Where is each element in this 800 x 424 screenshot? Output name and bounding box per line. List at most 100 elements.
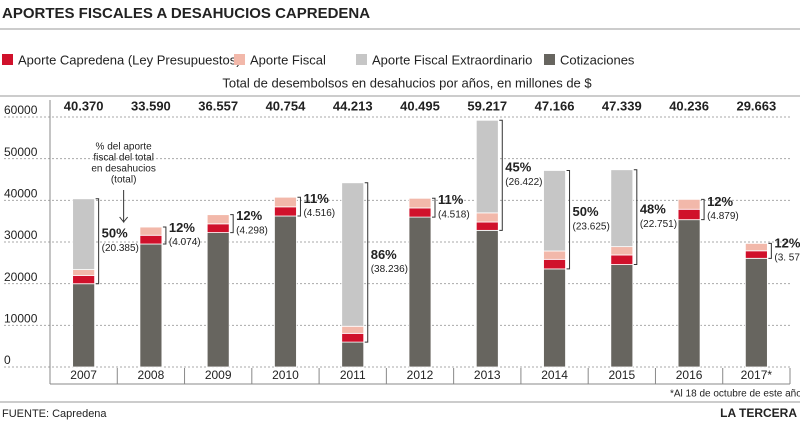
share-label: 45% (505, 160, 531, 175)
bracket (701, 198, 705, 221)
bar-segment (543, 170, 566, 252)
share-label: 12% (707, 194, 733, 209)
total-label: 47.339 (602, 98, 642, 113)
bar-segment (543, 258, 566, 270)
total-label: 36.557 (198, 98, 238, 113)
bar-segment (744, 243, 768, 252)
share-label: 48% (640, 202, 666, 217)
x-tick-label: 2016 (676, 368, 703, 382)
bracket (633, 169, 638, 266)
bracket (566, 169, 571, 270)
bar-segment (610, 264, 634, 368)
amount-label: (4.298) (236, 225, 268, 236)
share-label: 50% (102, 226, 128, 241)
y-tick-label: 0 (4, 353, 11, 367)
bracket (162, 226, 167, 245)
note-line: (total) (111, 175, 137, 186)
bar-segment (341, 332, 365, 343)
bar-segment (677, 198, 701, 210)
amount-label: (4.516) (303, 208, 335, 219)
bar-segment (475, 212, 499, 223)
legend-swatch (544, 54, 555, 65)
bar-segment (744, 257, 768, 368)
note-line: % del aporte (96, 142, 153, 153)
share-label: 86% (371, 247, 397, 262)
x-tick-label: 2008 (138, 368, 165, 382)
bar-segment (206, 232, 230, 368)
amount-label: (4.518) (438, 209, 470, 220)
bar-segment (408, 197, 432, 209)
x-tick-label: 2011 (340, 368, 366, 382)
bar-segment (274, 196, 297, 208)
bar-segment (610, 246, 634, 256)
amount-label: (26.422) (505, 177, 542, 188)
bracket (364, 182, 369, 343)
bar-segment (677, 219, 701, 368)
y-tick-label: 10000 (4, 312, 38, 326)
amount-label: (20.385) (102, 243, 139, 254)
bar-segment (72, 198, 96, 270)
bar-segment (341, 341, 365, 368)
bar-segment (677, 208, 701, 221)
bracket (499, 119, 503, 231)
legend-label: Aporte Fiscal (250, 52, 326, 67)
bar-segment (341, 325, 365, 334)
amount-label: (23.625) (573, 221, 610, 232)
bar-segment (206, 223, 230, 233)
bracket (432, 197, 436, 218)
bar-segment (744, 250, 768, 259)
x-tick-label: 2010 (272, 368, 299, 382)
y-tick-label: 20000 (4, 270, 38, 284)
bar-segment (139, 243, 163, 368)
bar-segment (139, 234, 163, 245)
chart-title: APORTES FISCALES A DESAHUCIOS CAPREDENA (2, 5, 370, 22)
y-tick-label: 30000 (4, 228, 38, 242)
amount-label: (38.236) (371, 264, 408, 275)
total-label: 59.217 (467, 98, 507, 113)
bar-segment (543, 250, 566, 260)
total-label: 29.663 (736, 98, 776, 113)
amount-label: (4.879) (707, 211, 739, 222)
legend-label: Cotizaciones (560, 52, 635, 67)
total-label: 40.754 (266, 98, 307, 113)
bar-segment (408, 207, 432, 218)
bar-segment (72, 269, 96, 276)
total-label: 40.495 (400, 98, 440, 113)
bar-segment (610, 169, 634, 248)
total-label: 40.236 (669, 98, 709, 113)
share-label: 11% (438, 192, 464, 207)
note-line: fiscal del total (93, 153, 154, 164)
y-tick-label: 60000 (4, 103, 38, 117)
bar-segment (475, 221, 499, 231)
share-label: 11% (303, 191, 329, 206)
legend-swatch (356, 54, 367, 65)
legend-label: Aporte Capredena (Ley Presupuestos) (18, 52, 241, 67)
amount-label: (3. 578) (774, 252, 800, 263)
bar-segment (206, 214, 230, 225)
x-tick-label: 2017* (741, 368, 773, 382)
y-tick-label: 40000 (4, 187, 38, 201)
bar-segment (610, 254, 634, 265)
note-arrow (119, 190, 129, 224)
bar-segment (139, 226, 163, 236)
bar-segment (475, 229, 499, 368)
bar-segment (274, 215, 297, 368)
bracket (768, 242, 772, 259)
total-label: 47.166 (535, 98, 575, 113)
bar-segment (274, 206, 297, 217)
subtitle: Total de desembolsos en desahucios por a… (222, 75, 592, 90)
brand: LA TERCERA (720, 406, 797, 420)
bar-segment (341, 182, 365, 327)
bracket (230, 214, 234, 234)
share-label: 12% (236, 208, 262, 223)
x-tick-label: 2013 (474, 368, 501, 382)
share-label: 12% (169, 220, 195, 235)
total-label: 40.370 (64, 98, 104, 113)
legend-swatch (234, 54, 245, 65)
legend-label: Aporte Fiscal Extraordinario (372, 52, 532, 67)
footnote: *Al 18 de octubre de este año (670, 389, 800, 400)
x-tick-label: 2015 (608, 368, 635, 382)
share-label: 12% (774, 235, 800, 250)
bracket (95, 198, 100, 285)
